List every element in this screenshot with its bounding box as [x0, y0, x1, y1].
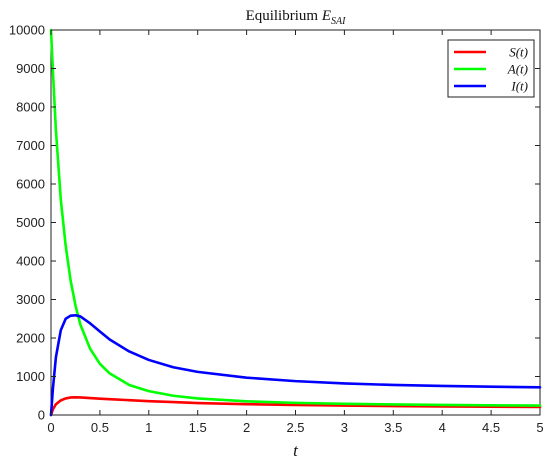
axis-layer: 0 0.5 1 1.5 2 2.5 3 3.5 4 4.5 5 0 1000 2000 3000 4000 50… [9, 23, 544, 436]
x-tick-label: 3.5 [384, 420, 402, 435]
y-tick-label: 6000 [16, 177, 45, 192]
chart-title-main: Equilibrium [246, 8, 322, 24]
y-tick-label: 7000 [16, 138, 45, 153]
x-tick-label: 0.5 [91, 420, 109, 435]
x-tick-label: 2 [243, 420, 250, 435]
y-tick-label: 10000 [9, 23, 45, 38]
series-layer [49, 28, 542, 417]
x-axis-label: t [293, 441, 299, 460]
legend-entry-label: I(t) [510, 79, 528, 94]
series-line-at [49, 28, 542, 407]
y-tick-label: 3000 [16, 292, 45, 307]
y-tick-label: 9000 [16, 61, 45, 76]
chart-title-subscript: SAI [331, 16, 346, 27]
legend-entry-label: S(t) [509, 45, 528, 60]
series-line-it [49, 313, 542, 417]
x-tick-label: 4.5 [482, 420, 500, 435]
y-tick-label: 5000 [16, 215, 45, 230]
x-tick-label: 4 [439, 420, 446, 435]
x-tick-label: 1 [145, 420, 152, 435]
y-tick-label: 4000 [16, 254, 45, 269]
legend: S(t) A(t) I(t) [447, 39, 535, 98]
y-tick-label: 0 [38, 408, 45, 423]
chart-title-symbol: E [321, 8, 331, 24]
y-tick-label: 8000 [16, 100, 45, 115]
x-tick-label: 2.5 [286, 420, 304, 435]
x-tick-label: 3 [341, 420, 348, 435]
x-tick-label: 0 [47, 420, 54, 435]
legend-entry-label: A(t) [507, 62, 528, 77]
y-tick-label: 1000 [16, 369, 45, 384]
x-tick-label: 1.5 [189, 420, 207, 435]
chart-title: Equilibrium ESAI [246, 8, 347, 27]
x-tick-label: 5 [536, 420, 543, 435]
series-line-st [49, 395, 542, 417]
y-tick-label: 2000 [16, 331, 45, 346]
